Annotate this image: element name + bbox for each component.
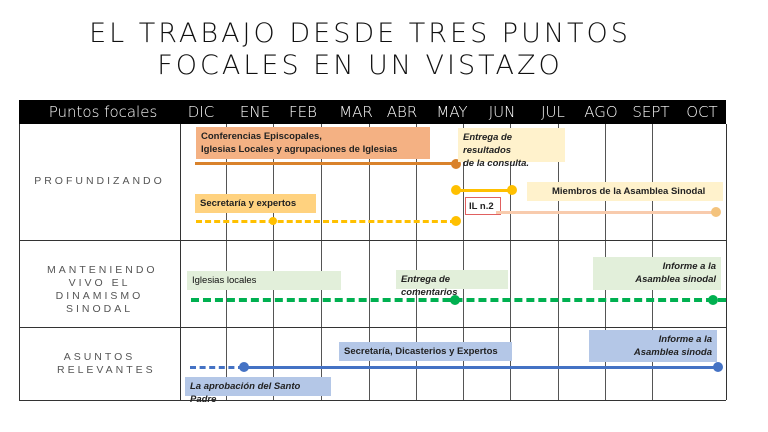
miembros-end-dot — [711, 207, 721, 217]
secretaria-dicasterios-box: Secretaría, Dicasterios y Expertos — [339, 342, 512, 361]
secretaria-line — [196, 220, 456, 223]
month-abr: ABR — [386, 103, 418, 121]
month-sept: SEPT — [632, 103, 670, 121]
page-title: EL TRABAJO DESDE TRES PUNTOS FOCALES EN U… — [89, 18, 631, 81]
il-line — [456, 189, 512, 192]
conferencias-line — [195, 162, 456, 165]
month-ene: ENE — [239, 103, 271, 121]
conferencias-end-dot — [451, 159, 461, 169]
entrega-resultados-box: Entrega de resultados de la consulta. — [458, 128, 565, 169]
month-dic: DIC — [187, 103, 215, 121]
month-oct: OCT — [686, 103, 718, 121]
secretaria-mid-dot — [269, 217, 277, 225]
informe-dot — [708, 295, 718, 305]
informe-asamblea-box: Informe a la Asamblea sinodal — [593, 257, 721, 290]
il-n2-label: IL n.2 — [465, 197, 501, 215]
month-jul: JUL — [541, 103, 565, 121]
month-jun: JUN — [488, 103, 516, 121]
table-header: Puntos focales DIC ENE FEB MAR ABR MAY J… — [19, 100, 726, 124]
il-start-dot — [451, 185, 461, 195]
iglesias-locales-box: Iglesias locales — [187, 271, 341, 290]
row-label-asuntos: ASUNTOS RELEVANTES — [57, 351, 156, 376]
month-ago: AGO — [584, 103, 618, 121]
miembros-box: Miembros de la Asamblea Sinodal — [527, 182, 723, 201]
miembros-line — [496, 211, 716, 214]
row-label-manteniendo: MANTENIENDO VIVO EL DINAMISMO SINODAL — [47, 264, 158, 315]
aprobacion-dot — [239, 362, 249, 372]
secretaria-box: Secretaría y expertos — [195, 194, 316, 213]
aprobacion-dashed-line — [190, 366, 244, 369]
month-may: MAY — [436, 103, 468, 121]
month-mar: MAR — [339, 103, 373, 121]
row-label-profundizando: PROFUNDIZANDO — [34, 175, 165, 187]
asuntos-end-dot — [713, 362, 723, 372]
comentarios-dot — [450, 295, 460, 305]
secretaria-end-dot — [451, 216, 461, 226]
aprobacion-box: La aprobación del Santo Padre — [185, 377, 331, 405]
il-end-dot — [507, 185, 517, 195]
asuntos-line — [244, 366, 718, 369]
informe-asamblea-sinoda-box: Informe a la Asamblea sinoda — [589, 330, 717, 362]
month-feb: FEB — [289, 103, 317, 121]
conferencias-box: Conferencias Episcopales, Iglesias Locale… — [196, 127, 430, 159]
entrega-comentarios-box: Entrega de comentarios — [396, 270, 508, 298]
header-label: Puntos focales — [48, 103, 158, 121]
